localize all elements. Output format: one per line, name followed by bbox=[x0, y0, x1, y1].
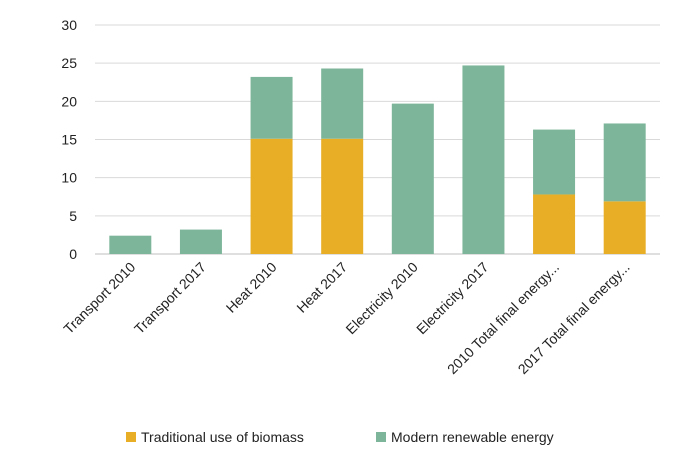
x-tick-label: Heat 2017 bbox=[293, 259, 350, 316]
bar-segment-modern-renewable bbox=[533, 129, 576, 195]
y-tick-label: 20 bbox=[61, 93, 77, 109]
bar-segment-modern-renewable bbox=[462, 65, 505, 254]
bar-segment-traditional-biomass bbox=[250, 138, 293, 254]
x-tick-label: Transport 2010 bbox=[60, 259, 138, 337]
y-tick-label: 25 bbox=[61, 55, 77, 71]
legend-label-traditional-biomass: Traditional use of biomass bbox=[141, 429, 304, 445]
bar-segment-traditional-biomass bbox=[533, 194, 576, 254]
x-tick-label: Heat 2010 bbox=[223, 259, 280, 316]
bar-segment-modern-renewable bbox=[109, 235, 152, 254]
legend-label-modern-renewable: Modern renewable energy bbox=[391, 429, 554, 445]
x-tick-label: Electricity 2017 bbox=[413, 259, 492, 338]
y-tick-label: 10 bbox=[61, 170, 77, 186]
legend-swatch-traditional-biomass bbox=[126, 432, 136, 442]
bars bbox=[109, 65, 646, 254]
x-tick-label: Transport 2017 bbox=[131, 259, 209, 337]
y-tick-label: 5 bbox=[69, 208, 77, 224]
bar-segment-traditional-biomass bbox=[603, 201, 646, 254]
legend-swatch-modern-renewable bbox=[376, 432, 386, 442]
y-axis-ticks: 0 5 10 15 20 25 30 bbox=[61, 17, 77, 262]
y-tick-label: 30 bbox=[61, 17, 77, 33]
bar-segment-modern-renewable bbox=[603, 123, 646, 202]
bar-segment-modern-renewable bbox=[321, 68, 364, 139]
gridlines bbox=[95, 24, 660, 255]
legend: Traditional use of biomass Modern renewa… bbox=[126, 429, 554, 445]
bar-segment-modern-renewable bbox=[391, 103, 434, 254]
bar-segment-traditional-biomass bbox=[321, 138, 364, 254]
y-tick-label: 15 bbox=[61, 132, 77, 148]
bar-segment-modern-renewable bbox=[250, 76, 293, 139]
x-tick-label: Electricity 2010 bbox=[342, 259, 421, 338]
bar-segment-modern-renewable bbox=[179, 229, 222, 254]
y-tick-label: 0 bbox=[69, 246, 77, 262]
